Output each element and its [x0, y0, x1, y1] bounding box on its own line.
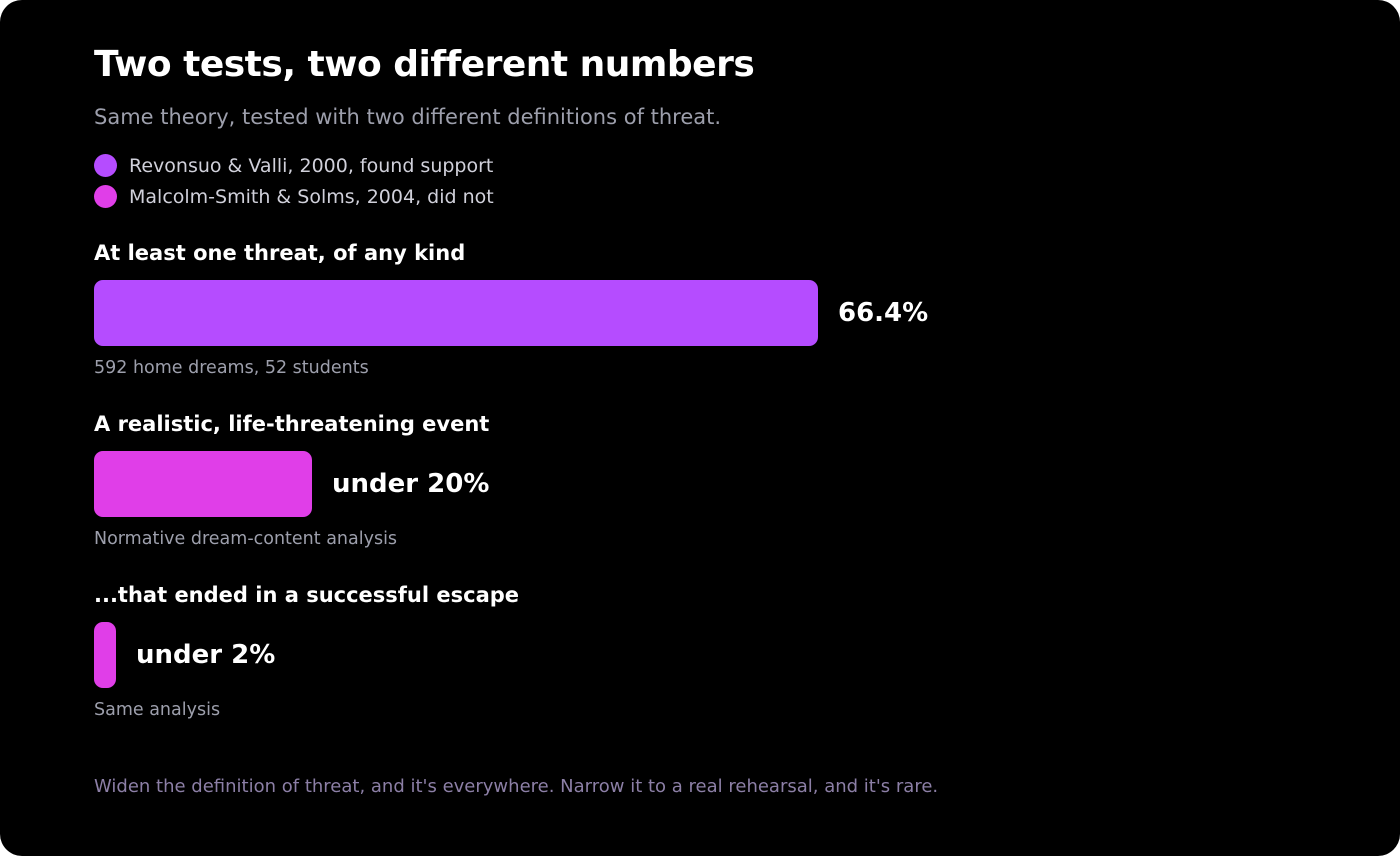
bar-any-threat: [94, 280, 818, 346]
legend-swatch-revonsuo: [94, 154, 117, 177]
bar-life-threatening: [94, 451, 312, 517]
bar-category-label: ...that ended in a successful escape: [94, 583, 520, 607]
bar-successful-escape: [94, 622, 116, 688]
bar-value-label: under 20%: [332, 469, 490, 499]
legend-label-malcolm-smith: Malcolm-Smith & Solms, 2004, did not: [129, 185, 494, 208]
bar-value-label: under 2%: [136, 640, 276, 670]
chart-title: Two tests, two different numbers: [94, 44, 755, 85]
bar-note: 592 home dreams, 52 students: [94, 358, 369, 378]
legend-swatch-malcolm-smith: [94, 185, 117, 208]
bar-category-label: A realistic, life-threatening event: [94, 412, 490, 436]
legend: Revonsuo & Valli, 2000, found support Ma…: [94, 150, 494, 212]
legend-item-malcolm-smith: Malcolm-Smith & Solms, 2004, did not: [94, 181, 494, 212]
chart-footer-note: Widen the definition of threat, and it's…: [94, 776, 939, 797]
bar-value-label: 66.4%: [838, 298, 929, 328]
chart-subtitle: Same theory, tested with two different d…: [94, 105, 722, 129]
bar-note: Normative dream-content analysis: [94, 529, 398, 549]
bar-category-label: At least one threat, of any kind: [94, 241, 466, 265]
legend-item-revonsuo: Revonsuo & Valli, 2000, found support: [94, 150, 494, 181]
legend-label-revonsuo: Revonsuo & Valli, 2000, found support: [129, 154, 494, 177]
bar-note: Same analysis: [94, 700, 221, 720]
